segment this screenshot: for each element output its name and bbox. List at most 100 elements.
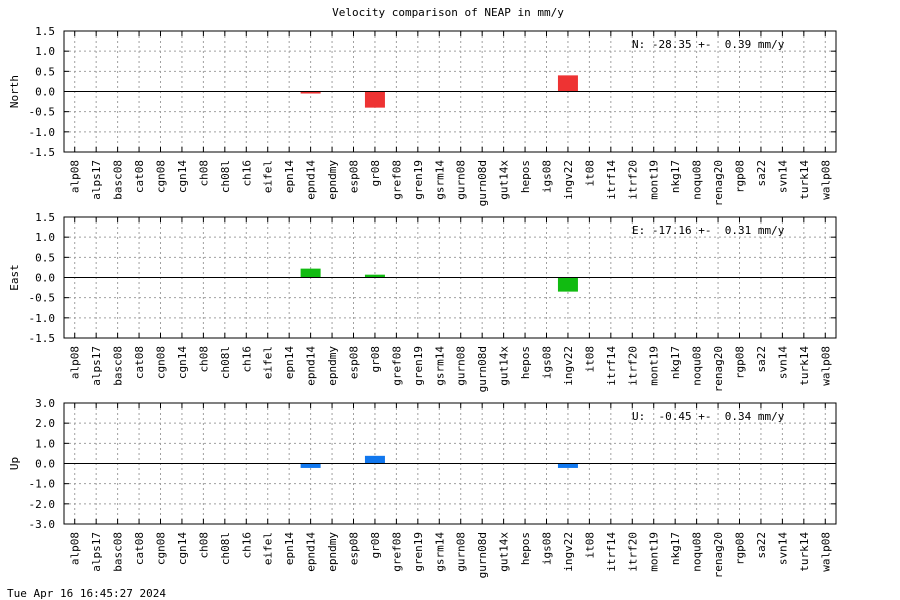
x-tick-label: rgp08 (734, 532, 747, 565)
x-tick-label: gren19 (412, 532, 425, 572)
x-tick-label: walp08 (819, 532, 832, 572)
x-tick-label: itrf20 (626, 346, 639, 386)
chart-title: Velocity comparison of NEAP in mm/y (332, 6, 564, 19)
bar-gr08 (364, 274, 385, 278)
y-axis-label: East (8, 264, 21, 291)
x-tick-label: ch08l (219, 160, 232, 193)
x-tick-label: cgn08 (155, 532, 168, 565)
x-tick-label: alps17 (90, 346, 103, 386)
x-tick-label: turk14 (798, 532, 811, 572)
x-tick-label: gr08 (369, 160, 382, 187)
x-tick-label: it08 (583, 532, 596, 559)
x-tick-label: cat08 (133, 346, 146, 379)
plot-frame (63, 216, 837, 339)
bar-epnd14 (300, 91, 321, 94)
y-tick-label: -1.5 (29, 146, 56, 159)
y-tick-label: -1.0 (29, 312, 56, 325)
bar-ingv22 (557, 277, 578, 292)
x-tick-label: gurn08d (476, 346, 489, 392)
x-tick-label: epn14 (283, 346, 296, 379)
x-tick-label: walp08 (819, 160, 832, 200)
x-tick-label: ch08l (219, 532, 232, 565)
x-tick-label: noqu08 (691, 160, 704, 200)
x-tick-label: gsrm14 (433, 160, 446, 200)
x-tick-label: gurn08 (455, 160, 468, 200)
x-tick-label: epn14 (283, 160, 296, 193)
x-tick-label: mont19 (648, 346, 661, 386)
y-tick-label: -1.0 (29, 478, 56, 491)
x-tick-label: itrf20 (626, 160, 639, 200)
x-tick-label: renag20 (712, 160, 725, 206)
bar-ingv22 (557, 463, 578, 468)
x-tick-label: gurn08 (455, 346, 468, 386)
x-tick-label: noqu08 (691, 532, 704, 572)
x-tick-label: basc08 (112, 532, 125, 572)
y-tick-label: 0.5 (35, 65, 55, 78)
x-tick-label: mont19 (648, 160, 661, 200)
y-tick-label: -0.5 (29, 106, 56, 119)
x-tick-label: cgn14 (176, 532, 189, 565)
x-tick-label: basc08 (112, 160, 125, 200)
y-tick-label: 0.0 (35, 272, 55, 285)
y-axis-label: North (8, 75, 21, 108)
x-tick-label: gut14x (498, 532, 511, 572)
y-tick-label: 1.0 (35, 437, 55, 450)
x-tick-label: gren19 (412, 160, 425, 200)
footer-timestamp: Tue Apr 16 16:45:27 2024 (7, 587, 166, 600)
x-tick-label: ch08 (197, 346, 210, 373)
x-tick-label: ch08 (197, 532, 210, 559)
x-tick-label: epn14 (283, 532, 296, 565)
x-tick-label: rgp08 (734, 346, 747, 379)
x-tick-label: ingv22 (562, 346, 575, 386)
x-tick-label: gurn08 (455, 532, 468, 572)
x-tick-label: svn14 (776, 532, 789, 565)
x-tick-label: itrf14 (605, 532, 618, 572)
x-tick-label: esp08 (348, 346, 361, 379)
x-tick-label: epndmy (326, 532, 339, 572)
x-tick-label: alp08 (69, 346, 82, 379)
x-tick-label: ch16 (240, 346, 253, 373)
y-tick-label: 0.0 (35, 458, 55, 471)
x-tick-label: svn14 (776, 346, 789, 379)
x-tick-label: eifel (262, 160, 275, 193)
x-tick-label: nkg17 (669, 532, 682, 565)
y-tick-label: -1.5 (29, 332, 56, 345)
x-tick-label: igs08 (541, 160, 554, 193)
x-tick-label: epndmy (326, 160, 339, 200)
y-tick-label: -0.5 (29, 292, 56, 305)
y-tick-label: 2.0 (35, 417, 55, 430)
x-tick-label: epnd14 (305, 346, 318, 386)
x-tick-label: gr08 (369, 346, 382, 373)
x-tick-label: gsrm14 (433, 346, 446, 386)
x-tick-label: itrf20 (626, 532, 639, 572)
x-tick-label: ingv22 (562, 160, 575, 200)
x-tick-label: cgn08 (155, 160, 168, 193)
x-tick-label: alp08 (69, 532, 82, 565)
x-tick-label: cat08 (133, 160, 146, 193)
x-tick-label: hepos (519, 532, 532, 565)
x-tick-label: walp08 (819, 346, 832, 386)
x-tick-label: esp08 (348, 160, 361, 193)
x-tick-label: igs08 (541, 532, 554, 565)
x-tick-label: turk14 (798, 160, 811, 200)
y-tick-label: 1.0 (35, 231, 55, 244)
x-tick-label: gref08 (390, 346, 403, 386)
x-tick-label: gurn08d (476, 532, 489, 578)
x-tick-label: ingv22 (562, 532, 575, 572)
x-tick-label: it08 (583, 160, 596, 187)
x-tick-label: esp08 (348, 532, 361, 565)
y-tick-label: -3.0 (29, 518, 56, 531)
x-tick-label: ch16 (240, 532, 253, 559)
y-axis-label: Up (8, 457, 21, 470)
x-tick-label: ch08 (197, 160, 210, 187)
x-tick-label: alp08 (69, 160, 82, 193)
x-tick-label: cgn08 (155, 346, 168, 379)
x-tick-label: eifel (262, 532, 275, 565)
y-tick-label: 0.5 (35, 251, 55, 264)
x-tick-label: hepos (519, 346, 532, 379)
x-tick-label: turk14 (798, 346, 811, 386)
x-tick-label: nkg17 (669, 160, 682, 193)
panel-annotation: N: -28.35 +- 0.39 mm/y (632, 38, 785, 51)
bar-gr08 (364, 455, 385, 464)
